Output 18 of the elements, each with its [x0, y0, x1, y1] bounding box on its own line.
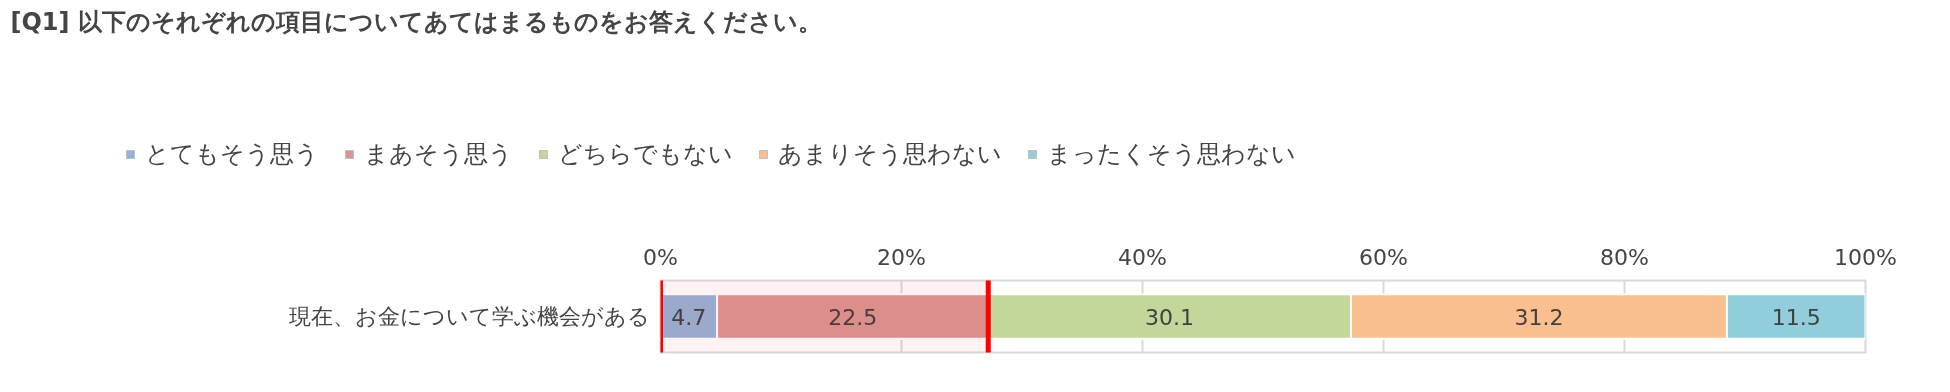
data-label: 4.7	[671, 304, 707, 330]
legend-label: どちらでもない	[558, 139, 733, 170]
data-label: 31.2	[1514, 304, 1564, 330]
data-label: 11.5	[1771, 304, 1821, 330]
x-tick-label: 0%	[643, 244, 678, 270]
x-tick-label: 40%	[1118, 244, 1167, 270]
legend-label: まあそう思う	[364, 139, 513, 170]
y-tick-label: 現在、お金について学ぶ機会がある	[288, 304, 650, 329]
x-tick-label: 100%	[1834, 244, 1897, 270]
x-tick-label: 80%	[1600, 244, 1649, 270]
legend-label: まったくそう思わない	[1047, 139, 1296, 170]
data-label: 22.5	[828, 304, 878, 330]
legend-label: とてもそう思う	[145, 139, 319, 170]
legend-label: あまりそう思わない	[778, 139, 1002, 170]
x-tick-label: 20%	[877, 244, 926, 270]
text: [Q1] 以下のそれぞれの項目についてあてはまるものをお答えください。	[10, 7, 822, 36]
data-label: 30.1	[1145, 304, 1195, 330]
x-tick-label: 60%	[1359, 244, 1408, 270]
